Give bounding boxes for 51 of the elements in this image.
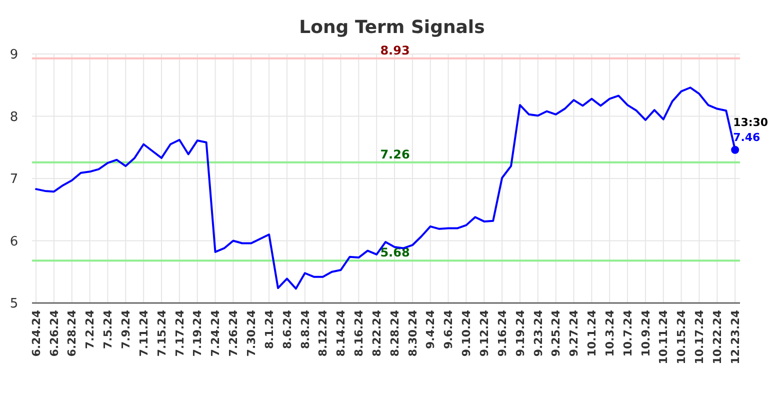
x-tick-label: 8.22.24: [370, 310, 384, 357]
x-tick-label: 8.14.24: [334, 310, 348, 357]
x-tick-label: 9.16.24: [496, 310, 509, 357]
x-tick-label: 8.8.24: [298, 310, 312, 349]
x-tick-label: 9.23.24: [532, 310, 545, 357]
annotation: 13:30: [733, 116, 768, 129]
x-tick-label: 10.11.24: [657, 310, 670, 364]
y-tick-label: 9: [10, 48, 18, 63]
x-tick-label: 10.22.24: [710, 310, 724, 364]
x-tick-label: 9.27.24: [568, 310, 581, 357]
x-tick-label: 10.3.24: [603, 310, 616, 357]
x-tick-label: 7.26.24: [227, 310, 240, 357]
x-tick-label: 7.24.24: [209, 310, 222, 357]
x-tick-label: 7.2.24: [84, 310, 97, 349]
x-tick-label: 8.28.24: [388, 310, 402, 357]
ref-line-label: 5.68: [380, 246, 410, 260]
x-tick-label: 7.11.24: [137, 310, 150, 357]
x-tick-label: 9.19.24: [514, 310, 527, 357]
x-tick-label: 8.30.24: [406, 310, 420, 357]
x-tick-label: 10.1.24: [586, 310, 599, 357]
x-tick-label: 7.15.24: [155, 310, 168, 357]
x-tick-label: 10.17.24: [693, 310, 706, 364]
x-tick-label: 7.9.24: [120, 310, 133, 349]
data-label: 7.46: [733, 130, 761, 144]
x-tick-label: 10.9.24: [639, 310, 652, 357]
x-tick-label: 7.30.24: [244, 310, 258, 357]
y-tick-label: 5: [10, 296, 18, 312]
y-tick-label: 6: [10, 234, 18, 250]
ref-line-label: 7.26: [380, 147, 410, 162]
chart-title: Long Term Signals: [299, 17, 485, 38]
x-tick-label: 8.16.24: [352, 310, 366, 357]
x-tick-label: 12.23.24: [728, 310, 742, 364]
x-tick-label: 10.7.24: [621, 310, 634, 357]
x-tick-label: 9.10.24: [460, 310, 474, 357]
ref-line-label: 8.93: [380, 43, 410, 58]
x-tick-label: 8.6.24: [280, 310, 294, 349]
x-tick-label: 9.4.24: [424, 310, 438, 349]
x-tick-label: 6.26.24: [48, 310, 61, 357]
y-tick-label: 7: [10, 172, 18, 188]
x-tick-label: 8.1.24: [262, 310, 276, 349]
x-tick-label: 9.25.24: [550, 310, 563, 357]
x-tick-label: 9.12.24: [478, 310, 491, 357]
x-tick-label: 7.5.24: [102, 310, 115, 349]
x-tick-label: 9.6.24: [442, 310, 456, 349]
x-tick-label: 7.19.24: [191, 310, 204, 357]
x-tick-label: 6.28.24: [66, 310, 79, 357]
x-tick-label: 6.24.24: [30, 310, 43, 357]
x-tick-label: 7.17.24: [173, 310, 186, 357]
x-tick-label: 8.12.24: [316, 310, 330, 357]
y-tick-label: 8: [10, 110, 18, 125]
x-tick-label: 10.15.24: [675, 310, 688, 364]
